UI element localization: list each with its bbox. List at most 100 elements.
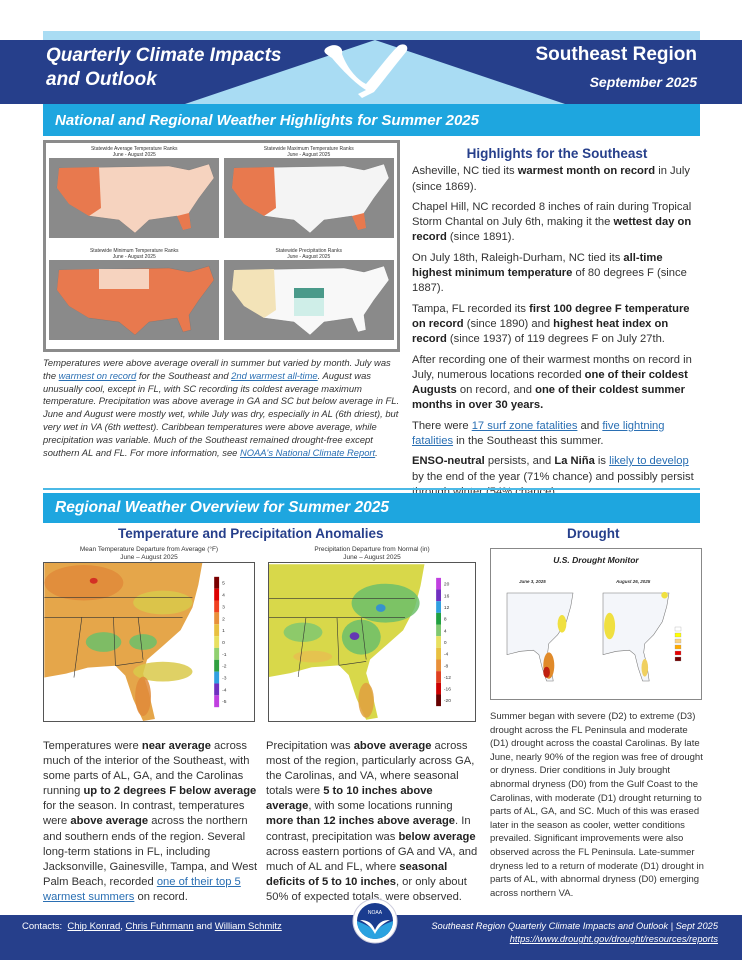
text-segment: Temperatures were bbox=[43, 740, 142, 752]
rank-map-title: Statewide Minimum Temperature Ranks bbox=[89, 248, 179, 254]
anomaly-blob bbox=[129, 634, 157, 650]
bold-text: all-time highest minimum temperature bbox=[412, 251, 663, 280]
rank-map-period: June - August 2025 bbox=[287, 254, 331, 260]
drought-map-date-right: August 26, 2025 bbox=[616, 579, 651, 584]
highlight-item: On July 18th, Raleigh-Durham, NC tied it… bbox=[412, 251, 702, 297]
legend-swatch bbox=[214, 695, 220, 708]
rank-map: Statewide Minimum Temperature Ranks June … bbox=[49, 248, 220, 346]
highlights-panel: Highlights for the Southeast Asheville, … bbox=[412, 146, 702, 505]
drought-legend-swatch bbox=[674, 656, 682, 662]
text-segment: Temperatures were above average overall … bbox=[43, 357, 391, 381]
us-rank-map-graphic bbox=[223, 158, 394, 238]
drought-legend-swatch bbox=[674, 644, 682, 650]
precipitation-summary: Precipitation was above average across m… bbox=[266, 739, 480, 905]
text-segment: in July (since 1869). bbox=[412, 165, 690, 193]
highlight-item: Asheville, NC tied its warmest month on … bbox=[412, 164, 702, 195]
inline-link[interactable]: likely to develop bbox=[609, 455, 689, 468]
contact-link[interactable]: Chris Fuhrmann bbox=[125, 921, 194, 932]
drought-legend-swatch bbox=[674, 650, 682, 656]
anomaly-blob bbox=[133, 661, 193, 682]
legend-swatch bbox=[436, 694, 441, 707]
text-segment: is bbox=[594, 455, 610, 468]
legend-swatch bbox=[214, 624, 220, 637]
drought-map-august bbox=[602, 591, 670, 682]
legend-swatch bbox=[436, 601, 441, 613]
us-rank-map-graphic bbox=[49, 158, 220, 238]
legend-label: -4 bbox=[222, 687, 227, 693]
legend-label: 12 bbox=[444, 605, 450, 611]
anomaly-blob bbox=[351, 583, 420, 623]
text-segment: in the Southeast this summer. bbox=[453, 435, 604, 448]
temperature-anomaly-map: Mean Temperature Departure from Average … bbox=[43, 546, 255, 722]
legend-label: 5 bbox=[222, 581, 225, 587]
legend-swatch bbox=[214, 683, 220, 696]
legend-swatch bbox=[436, 636, 441, 648]
map-title: Mean Temperature Departure from Average … bbox=[79, 546, 219, 553]
map-title: Precipitation Departure from Normal (in) bbox=[314, 546, 430, 553]
text-segment: . August was unusually cool, except in F… bbox=[43, 369, 400, 458]
noaa-logo-icon: NOAA bbox=[352, 898, 398, 944]
legend-label: 0 bbox=[222, 640, 225, 646]
rank-map-period: June - August 2025 bbox=[287, 152, 331, 158]
contact-link[interactable]: William Schmitz bbox=[214, 921, 282, 932]
issue-date: September 2025 bbox=[589, 74, 697, 90]
anomaly-blob bbox=[341, 619, 381, 655]
legend-label: 20 bbox=[444, 582, 450, 588]
bold-text: above average bbox=[353, 740, 432, 752]
us-rank-map-graphic bbox=[223, 260, 394, 340]
bold-text: below average bbox=[398, 830, 476, 843]
header-triangle-graphic bbox=[185, 40, 565, 104]
inline-link[interactable]: warmest on record bbox=[58, 369, 137, 381]
publication-title: Southeast Region Quarterly Climate Impac… bbox=[431, 921, 718, 931]
bold-text: above average bbox=[70, 815, 149, 828]
inline-link[interactable]: five lightning fatalities bbox=[412, 419, 665, 448]
drought-legend-swatch bbox=[674, 626, 682, 632]
summary-caption: Temperatures were above average overall … bbox=[43, 357, 403, 459]
inline-link[interactable]: one of their top 5 warmest summers bbox=[43, 875, 241, 903]
us-rank-map-graphic bbox=[49, 260, 220, 340]
region-label: Southeast Region bbox=[535, 44, 697, 65]
bold-text: warmest month on record bbox=[517, 165, 656, 178]
text-segment: . In contrast, precipitation was bbox=[266, 815, 471, 843]
anomaly-blob bbox=[135, 676, 151, 717]
separator: , bbox=[120, 921, 123, 932]
legend-swatch bbox=[436, 577, 441, 590]
inline-link[interactable]: 2nd warmest all-time bbox=[231, 369, 318, 381]
text-segment: across eastern portions of GA and VA, an… bbox=[266, 845, 478, 873]
legend-swatch bbox=[214, 612, 220, 625]
inline-link[interactable]: 17 surf zone fatalities bbox=[471, 419, 578, 432]
anomaly-blob bbox=[89, 577, 98, 584]
legend-label: 1 bbox=[222, 628, 225, 634]
legend-swatch bbox=[214, 588, 220, 601]
rank-map-title: Statewide Precipitation Ranks bbox=[275, 248, 342, 254]
drought-monitor-map: U.S. Drought Monitor June 3, 2025 August… bbox=[490, 548, 702, 700]
text-segment: . bbox=[375, 446, 378, 458]
text-segment: (since 1890) and bbox=[463, 317, 554, 330]
text-segment: Precipitation was bbox=[266, 740, 354, 752]
reports-url-link[interactable]: https://www.drought.gov/drought/resource… bbox=[509, 934, 718, 944]
anomaly-blob bbox=[358, 682, 374, 718]
anomaly-blob bbox=[293, 650, 333, 663]
title-line-2: and Outlook bbox=[46, 69, 157, 90]
bold-text: near average bbox=[141, 740, 211, 752]
legend-label: -12 bbox=[444, 675, 451, 681]
legend-label: -3 bbox=[222, 676, 227, 682]
text-segment: On July 18th, Raleigh-Durham, NC tied it… bbox=[412, 251, 624, 264]
text-segment: and bbox=[577, 419, 603, 432]
drought-heading: Drought bbox=[567, 526, 620, 541]
bold-text: seasonal deficits of 5 to 10 inches bbox=[266, 860, 448, 888]
contacts-label: Contacts: bbox=[22, 921, 63, 932]
legend-swatch bbox=[436, 612, 441, 625]
legend-swatch bbox=[214, 659, 220, 672]
legend-swatch bbox=[214, 671, 220, 684]
highlight-item: ENSO-neutral persists, and La Niña is li… bbox=[412, 454, 702, 500]
legend-swatch bbox=[214, 600, 220, 613]
document-title: Quarterly Climate Impacts and Outlook bbox=[46, 44, 281, 92]
anomaly-blob bbox=[349, 632, 360, 641]
legend-swatch bbox=[214, 636, 220, 648]
contact-link[interactable]: Chip Konrad bbox=[67, 921, 121, 932]
text-segment: , with some locations running bbox=[308, 800, 453, 813]
legend-label: -2 bbox=[222, 664, 227, 670]
highlights-heading: Highlights for the Southeast bbox=[466, 146, 648, 161]
inline-link[interactable]: NOAA's National Climate Report bbox=[239, 446, 376, 458]
